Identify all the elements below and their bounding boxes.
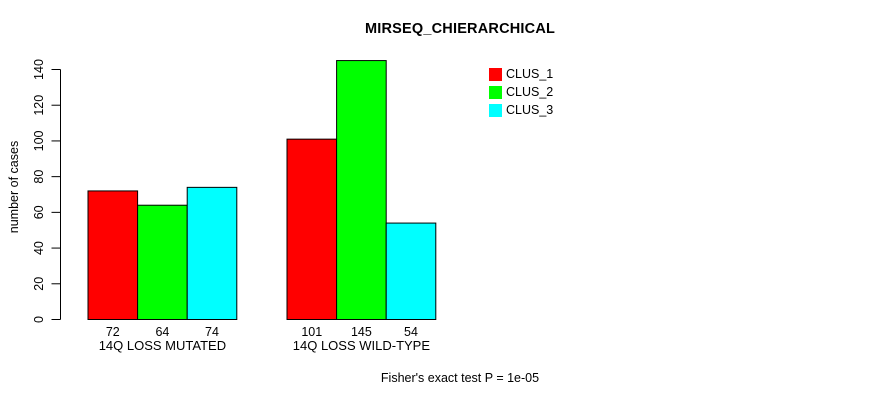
y-axis-tick-label: 0 [32,316,46,323]
bar-value-label: 64 [155,325,169,339]
legend-item: CLUS_2 [489,83,553,101]
y-axis-tick-label: 140 [32,59,46,80]
legend-swatch-icon [489,67,502,81]
bar-clus_1-group1 [87,190,139,320]
y-axis-tick-label: 120 [32,95,46,116]
bar-clus_2-group1 [137,204,188,320]
y-axis-tick-label: 80 [32,170,46,184]
chart-title: MIRSEQ_CHIERARCHICAL [364,21,556,37]
bar-clus_3-group1 [186,186,238,320]
bar-clus_1-group2 [286,138,338,320]
legend: CLUS_1 CLUS_2 CLUS_3 [489,65,553,119]
legend-item-label: CLUS_2 [506,85,554,99]
legend-item: CLUS_1 [489,65,553,83]
annotation-text: Fisher's exact test P = 1e-05 [380,371,540,385]
y-axis-tick-label: 60 [32,205,46,219]
bar-clus_3-group2 [385,222,437,320]
bar-value-label: 145 [351,325,372,339]
y-axis-tick-label: 20 [32,277,46,291]
legend-swatch-icon [489,103,502,117]
category-label: 14Q LOSS WILD-TYPE [293,338,431,353]
y-axis-tick-label: 40 [32,241,46,255]
bar-value-label: 54 [404,325,418,339]
y-axis-tick-label: 100 [32,130,46,151]
bar-value-label: 101 [301,325,322,339]
legend-item-label: CLUS_1 [506,67,554,81]
bar-clus_2-group2 [336,60,387,320]
legend-swatch-icon [489,85,502,99]
bar-value-label: 72 [106,325,120,339]
bar-value-label: 74 [205,325,219,339]
category-label: 14Q LOSS MUTATED [99,338,226,353]
legend-item: CLUS_3 [489,101,553,119]
legend-item-label: CLUS_3 [506,103,554,117]
